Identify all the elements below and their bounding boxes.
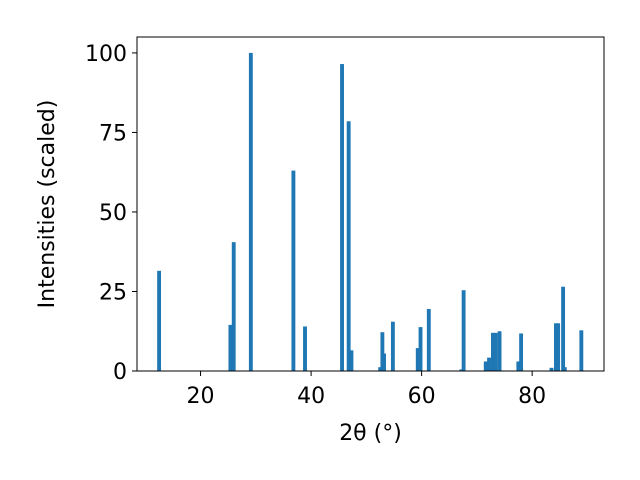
bar — [349, 350, 354, 371]
y-tick-label: 75 — [99, 121, 127, 146]
y-tick-label: 100 — [85, 42, 127, 67]
plot-frame — [136, 36, 605, 372]
x-tick-label: 80 — [518, 384, 546, 409]
x-tick-label: 20 — [187, 384, 215, 409]
bar — [418, 327, 423, 371]
bar — [562, 367, 567, 371]
y-tick-label: 25 — [99, 280, 127, 305]
y-tick-label: 50 — [99, 201, 127, 226]
bar — [157, 270, 162, 371]
bar — [553, 323, 558, 371]
bar — [248, 52, 253, 372]
bar — [459, 369, 464, 371]
bar — [228, 324, 233, 371]
bar — [426, 308, 431, 371]
bar — [561, 286, 566, 371]
bar — [415, 348, 420, 371]
bar — [303, 326, 307, 371]
bar — [556, 323, 561, 371]
bars-group — [157, 52, 584, 372]
bar — [382, 353, 386, 371]
bar — [483, 361, 488, 371]
bar — [461, 290, 466, 371]
bar — [291, 170, 296, 371]
bar — [231, 242, 236, 371]
bar — [579, 330, 584, 371]
y-ticks-group: 0 25 50 75 100 — [85, 42, 137, 385]
bar — [493, 332, 498, 371]
bar — [378, 367, 383, 371]
bar — [340, 64, 344, 372]
bar — [390, 321, 395, 371]
bar — [549, 367, 554, 371]
x-tick-label: 40 — [297, 384, 325, 409]
bar — [487, 357, 491, 371]
y-tick-label: 0 — [113, 360, 127, 385]
bar — [380, 332, 385, 371]
bar — [490, 332, 495, 371]
bar — [519, 333, 524, 371]
bar — [516, 361, 521, 371]
x-ticks-group: 20 40 60 80 — [187, 371, 546, 409]
x-axis-label: 2θ (°) — [339, 421, 402, 446]
bar — [497, 331, 502, 371]
bar — [346, 121, 351, 372]
x-tick-label: 60 — [408, 384, 436, 409]
y-axis-label: Intensities (scaled) — [35, 100, 60, 309]
